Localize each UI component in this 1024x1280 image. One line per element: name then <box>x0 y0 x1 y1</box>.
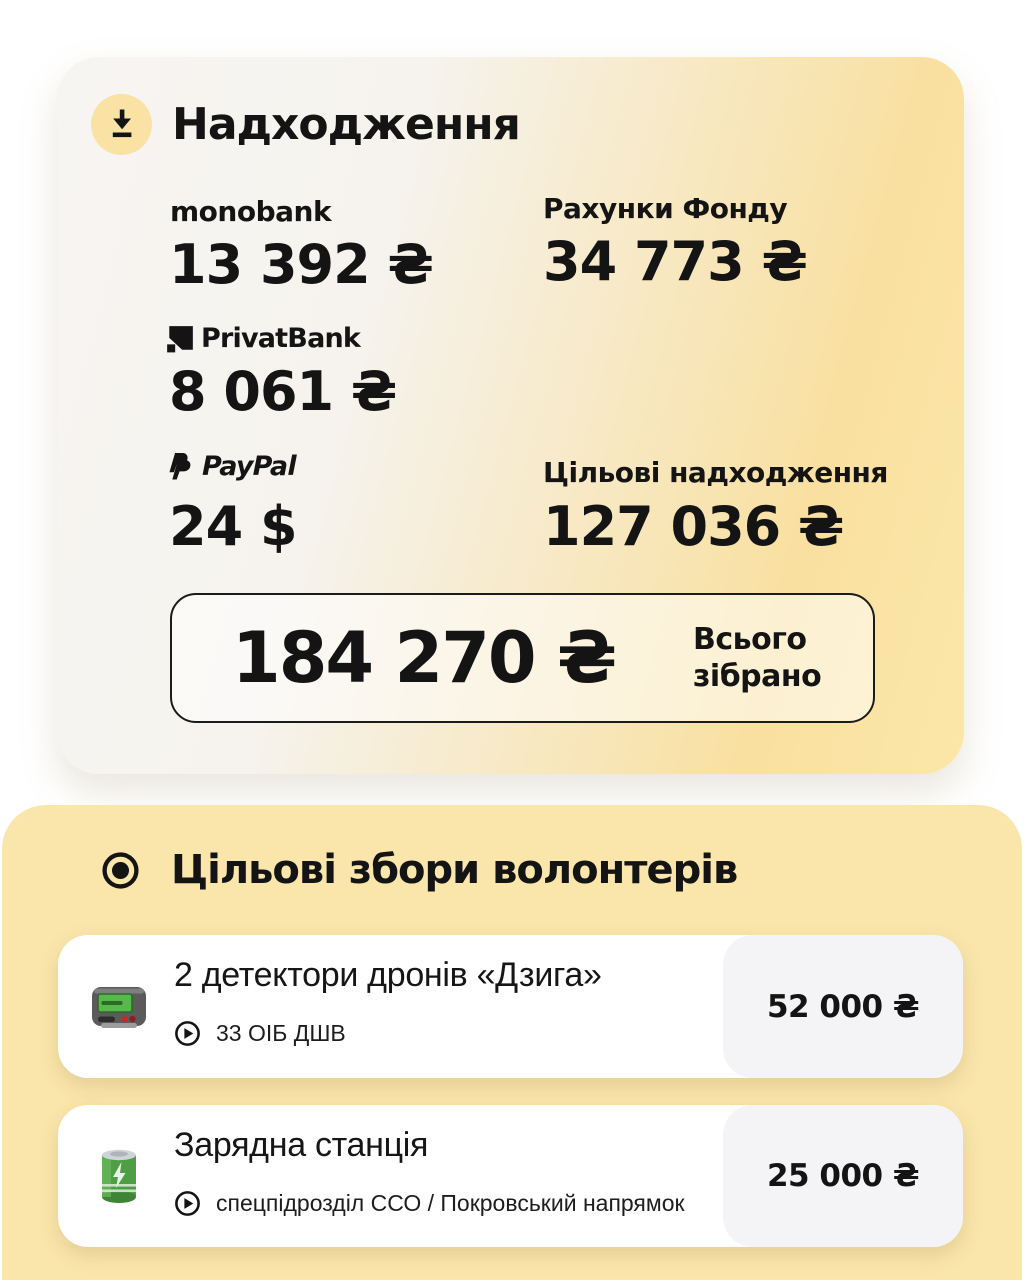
download-icon <box>107 108 137 141</box>
campaign-title: 2 детектори дронів «Дзига» <box>174 956 602 994</box>
circle-play-icon <box>174 1020 201 1047</box>
download-icon-circle <box>91 94 152 155</box>
price-badge: 25 000 ₴ <box>723 1105 963 1247</box>
fund-accounts-amount: 34 773 ₴ <box>543 230 808 293</box>
privatbank-amount: 8 061 ₴ <box>169 360 397 423</box>
battery-emoji-icon <box>91 1148 147 1204</box>
target-icon <box>101 851 140 890</box>
monobank-label: monobank <box>170 195 332 228</box>
targeted-header: Цільові збори волонтерів <box>101 847 738 893</box>
privatbank-row: PrivatBank <box>165 323 361 354</box>
incomes-header: Надходження <box>91 94 521 155</box>
recipient-label: спецпідрозділ ССО / Покровський напрямок <box>216 1190 685 1216</box>
campaign-amount: 52 000 ₴ <box>766 988 920 1025</box>
privatbank-logo-icon <box>165 324 195 354</box>
paypal-row: PayPal <box>167 451 297 482</box>
pager-emoji-icon <box>91 979 147 1035</box>
targeted-income-amount: 127 036 ₴ <box>543 495 844 558</box>
circle-play-icon <box>174 1190 201 1217</box>
fund-accounts-label: Рахунки Фонду <box>543 192 788 225</box>
total-collected-box: 184 270 ₴ Всього зібрано <box>170 593 875 723</box>
paypal-amount: 24 $ <box>169 495 298 558</box>
total-label: Всього зібрано <box>693 621 822 695</box>
paypal-label: PayPal <box>202 451 297 482</box>
targeted-title: Цільові збори волонтерів <box>171 847 738 893</box>
privatbank-label: PrivatBank <box>201 323 361 354</box>
recipient-row: 33 ОІБ ДШВ <box>174 1020 346 1047</box>
incomes-title: Надходження <box>172 99 521 150</box>
targeted-income-label: Цільові надходження <box>543 456 888 489</box>
campaign-card-drone-detectors: 2 детектори дронів «Дзига» 33 ОІБ ДШВ 52… <box>58 935 963 1078</box>
total-amount: 184 270 ₴ <box>232 617 617 699</box>
incomes-card: Надходження monobank 13 392 ₴ PrivatBank… <box>57 57 964 774</box>
campaign-title: Зарядна станція <box>174 1126 429 1164</box>
campaign-amount: 25 000 ₴ <box>766 1158 920 1194</box>
monobank-amount: 13 392 ₴ <box>169 233 434 296</box>
targeted-fundraisers-panel: Цільові збори волонтерів 2 детектори дро… <box>2 805 1022 1280</box>
campaign-card-charging-station: Зарядна станція спецпідрозділ ССО / Покр… <box>58 1105 963 1247</box>
price-badge: 52 000 ₴ <box>723 935 963 1078</box>
recipient-label: 33 ОІБ ДШВ <box>216 1020 346 1046</box>
recipient-row: спецпідрозділ ССО / Покровський напрямок <box>174 1190 685 1217</box>
paypal-logo-icon <box>167 452 192 481</box>
